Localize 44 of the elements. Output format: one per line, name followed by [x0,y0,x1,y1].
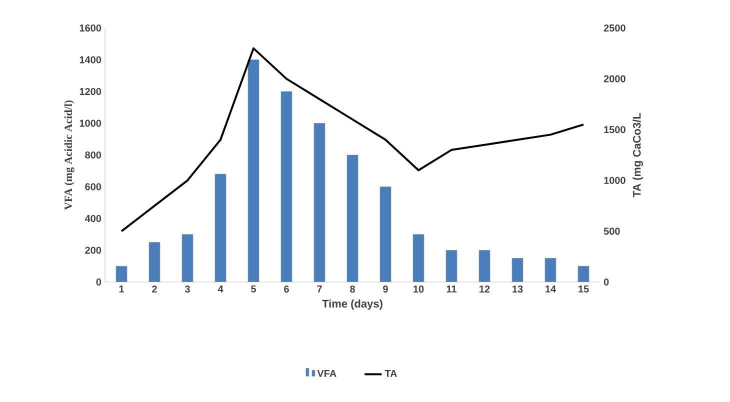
bar [314,123,326,282]
y-axis-title: VFA (mg Acidic Acid/l) [64,100,74,210]
x-tick-label: 4 [218,286,224,292]
x-tick-label: 2 [152,286,157,293]
bar [248,60,260,282]
x-tick-label: 12 [480,286,490,293]
legend-label: TA [384,370,398,377]
y2-tick-label: 1500 [604,126,626,134]
x-tick-label: 7 [317,286,322,292]
x-tick-label: 15 [578,286,589,293]
bar [214,174,226,282]
x-tick-label: 11 [446,286,457,292]
x-tick-label: 9 [383,286,388,293]
line-series [120,47,585,232]
y2-tick-label: 2000 [604,75,626,82]
y-tick-label: 1200 [80,88,102,96]
y2-axis-title: TA (mg CaCo3/L [632,112,643,198]
bar [380,186,392,282]
x-tick-label: 3 [184,286,190,293]
x-tick-label: 1 [119,286,124,292]
bar [412,234,424,282]
y-tick-label: 400 [84,214,102,222]
x-tick-label: 6 [284,286,289,293]
bar [346,154,358,282]
x-tick-label: 10 [414,286,424,293]
y-tick-label: 0 [96,278,102,286]
y-tick-label: 1600 [80,24,102,32]
y-tick-label: 800 [85,151,102,159]
y2-tick-label: 1000 [604,176,626,184]
legend-label: VFA [317,370,336,377]
y-tick-label: 600 [85,183,102,190]
x-tick-label: 8 [350,286,355,293]
y-tick-label: 1000 [80,120,102,127]
x-tick-label: 14 [546,286,556,292]
y-tick-label: 200 [85,246,102,254]
y-tick-label: 1400 [80,56,102,64]
y2-tick-label: 500 [604,228,620,235]
x-axis-title: Time (days) [322,299,382,310]
x-tick-label: 5 [251,286,256,293]
bar [182,234,194,282]
y2-tick-label: 0 [604,278,609,286]
y2-tick-label: 2500 [604,24,626,32]
bar [280,91,292,282]
x-tick-label: 13 [512,286,523,293]
